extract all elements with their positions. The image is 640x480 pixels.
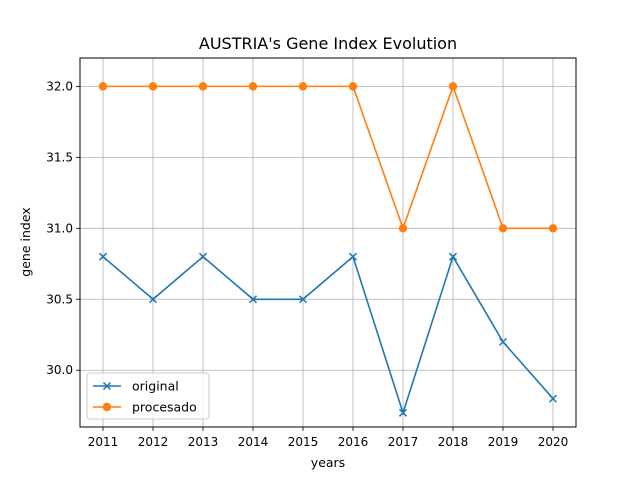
chart-title: AUSTRIA's Gene Index Evolution <box>199 34 457 53</box>
y-tick-label: 30.0 <box>46 363 73 377</box>
series-layer <box>98 82 558 417</box>
data-point-procesado <box>548 224 558 233</box>
series-line-original <box>102 254 554 416</box>
data-point-original <box>348 252 358 261</box>
x-tick-label: 2013 <box>188 435 219 449</box>
data-point-original <box>498 337 508 346</box>
data-point-original <box>98 252 108 261</box>
data-point-procesado <box>398 224 408 233</box>
data-point-original <box>398 408 408 417</box>
data-point-original <box>548 394 558 403</box>
legend-label-original: original <box>132 379 179 394</box>
y-tick-label: 30.5 <box>46 292 73 306</box>
x-axis-label: years <box>311 455 345 470</box>
data-point-procesado <box>198 82 208 91</box>
series-line-procesado <box>103 83 553 231</box>
data-point-procesado <box>298 82 308 91</box>
x-axis: 2011 2012 2013 2014 2015 2016 2017 2018 2019 2020 <box>88 427 569 449</box>
x-tick-label: 2016 <box>338 435 369 449</box>
x-tick-label: 2018 <box>438 435 469 449</box>
data-point-procesado <box>248 82 258 91</box>
y-tick-label: 31.0 <box>46 221 73 235</box>
data-point-procesado <box>348 82 358 91</box>
data-point-original <box>198 252 208 261</box>
data-point-procesado <box>498 224 508 233</box>
legend: original procesado <box>86 372 210 420</box>
x-tick-label: 2012 <box>138 435 169 449</box>
y-axis: 30.0 30.5 31.0 31.5 32.0 <box>46 79 80 377</box>
legend-marker-procesado <box>102 402 112 412</box>
data-point-original <box>148 295 158 304</box>
data-point-original <box>448 252 458 261</box>
data-point-original <box>298 295 308 304</box>
x-tick-label: 2017 <box>388 435 419 449</box>
x-tick-label: 2011 <box>88 435 119 449</box>
grid-lines <box>80 58 576 427</box>
data-point-procesado <box>448 82 458 91</box>
plot-frame <box>79 57 577 428</box>
data-point-procesado <box>98 82 108 91</box>
data-point-original <box>248 295 258 304</box>
x-tick-label: 2019 <box>488 435 519 449</box>
y-axis-label: gene index <box>18 207 33 276</box>
data-point-procesado <box>148 82 158 91</box>
legend-marker-original <box>102 381 112 391</box>
y-tick-label: 32.0 <box>46 79 73 93</box>
x-tick-label: 2015 <box>288 435 319 449</box>
y-tick-label: 31.5 <box>46 150 73 164</box>
legend-label-procesado: procesado <box>132 400 197 415</box>
x-tick-label: 2020 <box>538 435 569 449</box>
x-tick-label: 2014 <box>238 435 269 449</box>
